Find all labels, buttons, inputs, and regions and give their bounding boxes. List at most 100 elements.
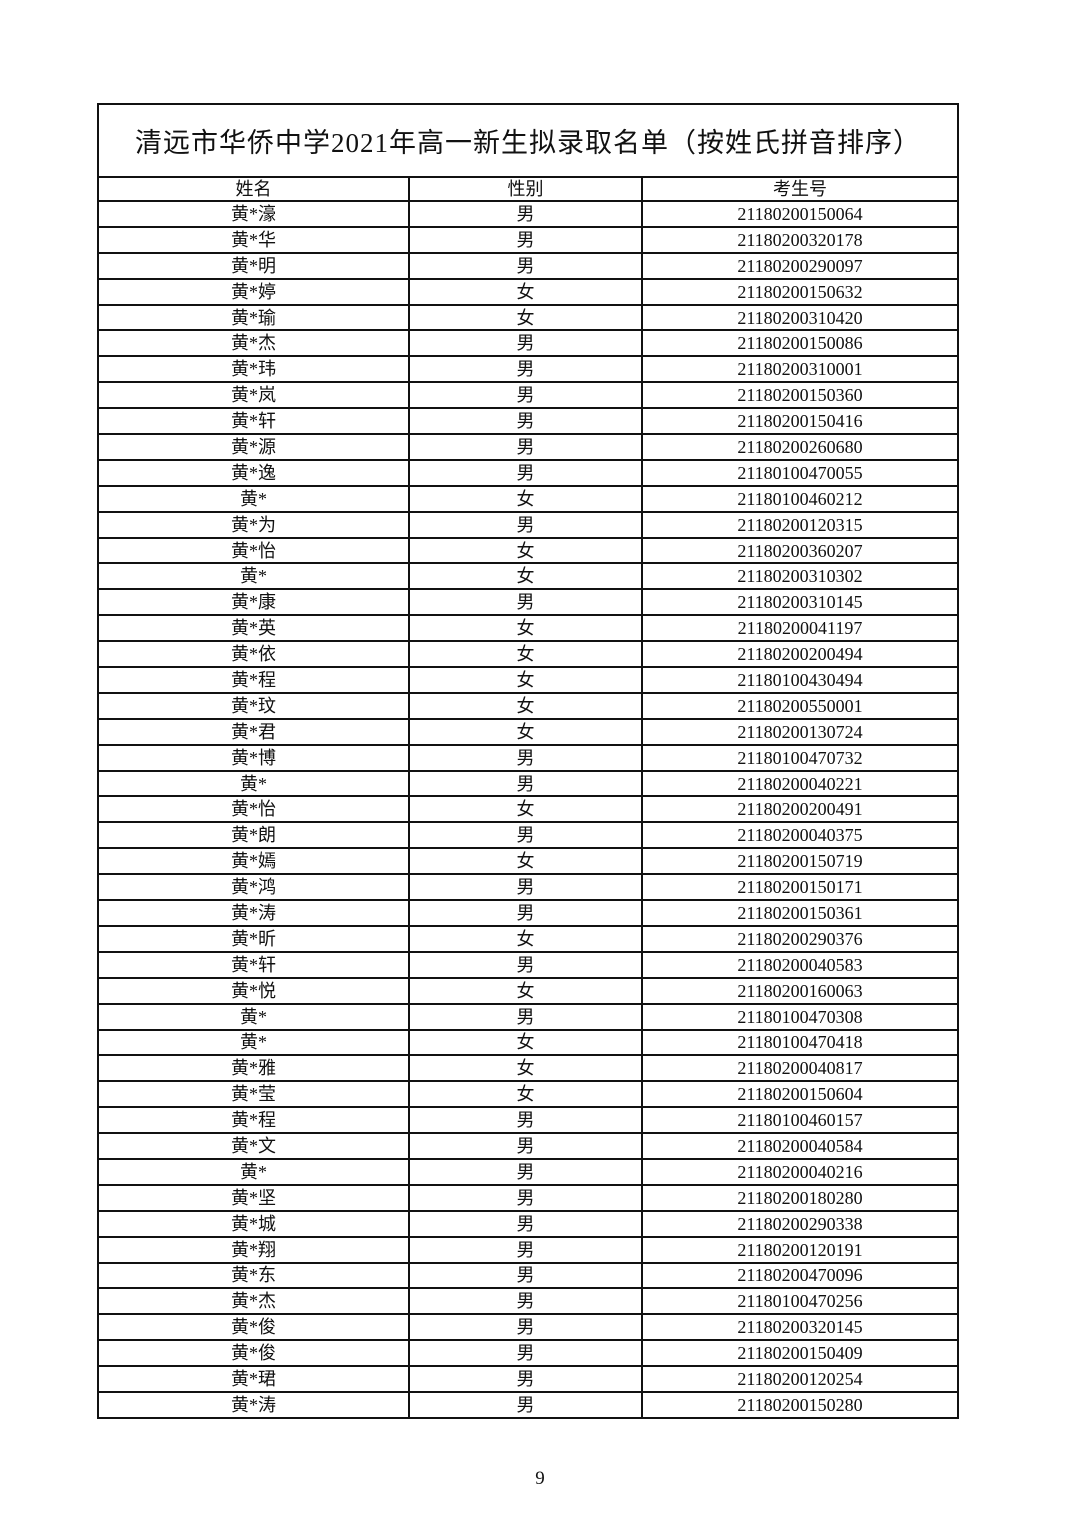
name-cell: 黄*怡	[97, 536, 410, 565]
table-row: 黄*瑜 女 21180200310420	[97, 303, 960, 332]
candidate-number-cell: 21180100470732	[640, 743, 960, 772]
gender-cell: 女	[408, 1028, 643, 1057]
gender-cell: 男	[408, 769, 643, 798]
table-row: 黄*俊 男 21180200320145	[97, 1313, 960, 1342]
table-row: 黄* 女 21180200310302	[97, 562, 960, 591]
name-cell: 黄*英	[97, 614, 410, 643]
gender-cell: 女	[408, 976, 643, 1005]
table-row: 黄*涛 男 21180200150280	[97, 1390, 960, 1419]
gender-cell: 男	[408, 510, 643, 539]
gender-cell: 男	[408, 1261, 643, 1290]
table-row: 黄*怡 女 21180200360207	[97, 536, 960, 565]
table-row: 黄*涛 男 21180200150361	[97, 899, 960, 927]
candidate-number-cell: 21180200040584	[640, 1132, 960, 1160]
candidate-number-cell: 21180200120315	[640, 510, 960, 539]
gender-cell: 男	[408, 1339, 643, 1368]
name-cell: 黄*程	[97, 666, 410, 694]
table-row: 黄*文 男 21180200040584	[97, 1132, 960, 1160]
gender-cell: 女	[408, 1054, 643, 1083]
table-row: 黄*程 男 21180100460157	[97, 1106, 960, 1135]
name-cell: 黄*鸿	[97, 873, 410, 902]
candidate-number-cell: 21180200150719	[640, 847, 960, 876]
name-cell: 黄*濠	[97, 200, 410, 228]
name-cell: 黄*怡	[97, 795, 410, 824]
name-cell: 黄*玟	[97, 691, 410, 720]
table-body: 黄*濠 男 21180200150064 黄*华 男 2118020032017…	[97, 200, 960, 1419]
admission-list-table: 清远市华侨中学2021年高一新生拟录取名单（按姓氏拼音排序） 姓名 性别 考生号…	[96, 103, 960, 1419]
name-cell: 黄*俊	[97, 1313, 410, 1342]
name-cell: 黄*康	[97, 588, 410, 617]
gender-cell: 男	[408, 1235, 643, 1264]
name-cell: 黄*坚	[97, 1183, 410, 1212]
name-cell: 黄*华	[97, 225, 410, 254]
name-cell: 黄*瑜	[97, 303, 410, 332]
table-header-row: 姓名 性别 考生号	[97, 176, 960, 202]
candidate-number-cell: 21180200310420	[640, 303, 960, 332]
name-cell: 黄*东	[97, 1261, 410, 1290]
table-row: 黄*婷 女 21180200150632	[97, 277, 960, 306]
candidate-number-cell: 21180200150632	[640, 277, 960, 306]
name-cell: 黄*昕	[97, 924, 410, 953]
candidate-number-cell: 21180200310302	[640, 562, 960, 591]
table-row: 黄* 男 21180100470308	[97, 1002, 960, 1031]
gender-cell: 女	[408, 277, 643, 306]
table-row: 黄*嫣 女 21180200150719	[97, 847, 960, 876]
table-row: 黄*怡 女 21180200200491	[97, 795, 960, 824]
table-row: 黄* 男 21180200040221	[97, 769, 960, 798]
table-row: 黄*博 男 21180100470732	[97, 743, 960, 772]
gender-cell: 女	[408, 614, 643, 643]
name-cell: 黄*轩	[97, 407, 410, 436]
table-row: 黄*翔 男 21180200120191	[97, 1235, 960, 1264]
table-row: 黄*杰 男 21180100470256	[97, 1287, 960, 1316]
gender-cell: 男	[408, 1287, 643, 1316]
candidate-number-cell: 21180100470418	[640, 1028, 960, 1057]
gender-cell: 男	[408, 200, 643, 228]
name-cell: 黄*明	[97, 251, 410, 280]
table-row: 黄*昕 女 21180200290376	[97, 924, 960, 953]
name-cell: 黄*俊	[97, 1339, 410, 1368]
gender-cell: 男	[408, 821, 643, 850]
name-cell: 黄*涛	[97, 899, 410, 927]
gender-cell: 男	[408, 1390, 643, 1419]
table-row: 黄*为 男 21180200120315	[97, 510, 960, 539]
candidate-number-cell: 21180200160063	[640, 976, 960, 1005]
gender-cell: 男	[408, 1157, 643, 1186]
name-cell: 黄*程	[97, 1106, 410, 1135]
table-row: 黄*朗 男 21180200040375	[97, 821, 960, 850]
name-cell: 黄*珺	[97, 1365, 410, 1393]
candidate-number-cell: 21180200310001	[640, 355, 960, 384]
name-cell: 黄*逸	[97, 458, 410, 487]
table-row: 黄*华 男 21180200320178	[97, 225, 960, 254]
candidate-number-cell: 21180100470055	[640, 458, 960, 487]
candidate-number-cell: 21180200200491	[640, 795, 960, 824]
candidate-number-cell: 21180200040375	[640, 821, 960, 850]
gender-cell: 女	[408, 640, 643, 669]
table-row: 黄*君 女 21180200130724	[97, 717, 960, 746]
candidate-number-cell: 21180200040216	[640, 1157, 960, 1186]
candidate-number-cell: 21180200180280	[640, 1183, 960, 1212]
gender-cell: 女	[408, 795, 643, 824]
gender-cell: 女	[408, 691, 643, 720]
name-cell: 黄*君	[97, 717, 410, 746]
name-cell: 黄*杰	[97, 329, 410, 358]
table-row: 黄*城 男 21180200290338	[97, 1209, 960, 1238]
name-cell: 黄*岚	[97, 381, 410, 410]
name-cell: 黄*莹	[97, 1080, 410, 1109]
gender-cell: 男	[408, 588, 643, 617]
column-header-candidate-number: 考生号	[640, 176, 960, 202]
gender-cell: 男	[408, 225, 643, 254]
name-cell: 黄*轩	[97, 950, 410, 979]
candidate-number-cell: 21180200041197	[640, 614, 960, 643]
gender-cell: 女	[408, 666, 643, 694]
column-header-name: 姓名	[97, 176, 410, 202]
candidate-number-cell: 21180200470096	[640, 1261, 960, 1290]
candidate-number-cell: 21180200150280	[640, 1390, 960, 1419]
gender-cell: 男	[408, 1106, 643, 1135]
name-cell: 黄*涛	[97, 1390, 410, 1419]
table-row: 黄*轩 男 21180200040583	[97, 950, 960, 979]
name-cell: 黄*	[97, 1002, 410, 1031]
candidate-number-cell: 21180200150086	[640, 329, 960, 358]
gender-cell: 男	[408, 458, 643, 487]
table-row: 黄*玮 男 21180200310001	[97, 355, 960, 384]
candidate-number-cell: 21180200150604	[640, 1080, 960, 1109]
